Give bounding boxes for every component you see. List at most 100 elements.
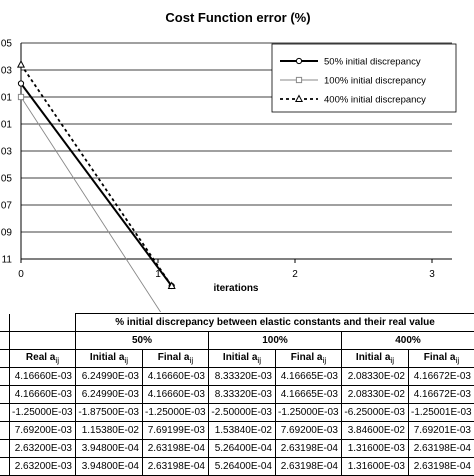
row-index-cell <box>0 386 10 404</box>
x-tick-label: 0 <box>18 269 24 280</box>
initial-value-cell: 5.26400E-04 <box>209 458 276 476</box>
final-value-cell: -1.25001E-03 <box>409 404 474 422</box>
y-tick-label: 03 <box>1 66 13 77</box>
row-index-cell <box>0 422 10 440</box>
final-value-cell: 2.63198E-04 <box>276 440 342 458</box>
final-value-cell: 4.16665E-03 <box>276 368 342 386</box>
y-tick-label: 05 <box>1 39 13 50</box>
final-value-cell: -1.25000E-03 <box>143 404 209 422</box>
table-corner <box>10 332 76 350</box>
final-value-cell: 4.16672E-03 <box>409 368 474 386</box>
data-point-triangle <box>18 61 24 67</box>
legend-entry: 100% initial discrepancy <box>324 76 426 87</box>
final-value-cell: 4.16665E-03 <box>276 386 342 404</box>
final-value-cell: 7.69199E-03 <box>143 422 209 440</box>
x-axis-label: iterations <box>213 283 258 294</box>
initial-value-cell: 2.08330E-02 <box>342 368 409 386</box>
values-table-container: % initial discrepancy between elastic co… <box>0 313 474 476</box>
group-50: 50% <box>76 332 209 350</box>
real-value-cell: 2.63200E-03 <box>10 458 76 476</box>
data-point-circle <box>296 58 301 63</box>
real-value-cell: 7.69200E-03 <box>10 422 76 440</box>
real-column-header: Real aij <box>10 350 76 368</box>
table-corner <box>10 314 76 332</box>
y-tick-label: 01 <box>1 120 13 131</box>
real-value-cell: 2.63200E-03 <box>10 440 76 458</box>
y-tick-label: 05 <box>1 174 13 185</box>
y-tick-label: 03 <box>1 147 13 158</box>
initial-value-cell: -2.50000E-03 <box>209 404 276 422</box>
final-column-header: Final aij <box>143 350 209 368</box>
initial-column-header: Initial aij <box>209 350 276 368</box>
final-column-header: Final aij <box>409 350 474 368</box>
initial-value-cell: 8.33320E-03 <box>209 386 276 404</box>
y-tick-label: 07 <box>1 201 13 212</box>
row-index-cell <box>0 458 10 476</box>
table-corner <box>0 332 10 350</box>
series-line <box>21 84 172 287</box>
initial-value-cell: -1.87500E-03 <box>76 404 143 422</box>
data-point-circle <box>18 81 23 86</box>
initial-value-cell: 1.31600E-03 <box>342 440 409 458</box>
legend-entry: 50% initial discrepancy <box>324 57 421 68</box>
x-tick-label: 3 <box>429 269 435 280</box>
data-point-square <box>18 94 23 99</box>
table-column-header-row: Real aij Initial aij Final aij Initial a… <box>0 350 474 368</box>
initial-value-cell: 1.53840E-02 <box>209 422 276 440</box>
initial-column-header: Initial aij <box>342 350 409 368</box>
final-column-header: Final aij <box>276 350 342 368</box>
initial-value-cell: 2.08330E-02 <box>342 386 409 404</box>
chart-title: Cost Function error (%) <box>165 10 310 25</box>
table-percent-row: 50% 100% 400% <box>0 332 474 350</box>
values-table: % initial discrepancy between elastic co… <box>0 313 474 476</box>
x-tick-label: 2 <box>292 269 298 280</box>
data-point-square <box>296 77 301 82</box>
legend-entry: 400% initial discrepancy <box>324 95 426 106</box>
final-value-cell: 4.16660E-03 <box>143 386 209 404</box>
table-group-header-row: % initial discrepancy between elastic co… <box>0 314 474 332</box>
real-value-cell: 4.16660E-03 <box>10 386 76 404</box>
initial-column-header: Initial aij <box>76 350 143 368</box>
initial-value-cell: 3.94800E-04 <box>76 440 143 458</box>
y-tick-label: 01 <box>1 93 13 104</box>
y-tick-labels: 05 03 01 01 03 05 07 09 11 <box>1 39 13 266</box>
initial-value-cell: -6.25000E-03 <box>342 404 409 422</box>
initial-value-cell: 8.33320E-03 <box>209 368 276 386</box>
group-header: % initial discrepancy between elastic co… <box>76 314 474 332</box>
final-value-cell: -1.25000E-03 <box>276 404 342 422</box>
cost-function-chart: Cost Function error (%) 0503010103050709… <box>0 0 474 312</box>
initial-value-cell: 6.24990E-03 <box>76 386 143 404</box>
table-corner <box>0 314 10 332</box>
final-value-cell: 2.63198E-04 <box>409 440 474 458</box>
final-value-cell: 2.63198E-04 <box>143 440 209 458</box>
y-tick-label: 11 <box>2 255 13 266</box>
group-400: 400% <box>342 332 474 350</box>
series-lines <box>18 61 175 312</box>
y-tick-label: 09 <box>1 228 13 239</box>
final-value-cell: 7.69200E-03 <box>276 422 342 440</box>
initial-value-cell: 6.24990E-03 <box>76 368 143 386</box>
final-value-cell: 4.16672E-03 <box>409 386 474 404</box>
real-value-cell: 4.16660E-03 <box>10 368 76 386</box>
series-line <box>21 65 172 286</box>
real-value-cell: -1.25000E-03 <box>10 404 76 422</box>
final-value-cell: 7.69201E-03 <box>409 422 474 440</box>
group-100: 100% <box>209 332 342 350</box>
initial-value-cell: 1.31600E-03 <box>342 458 409 476</box>
final-value-cell: 4.16660E-03 <box>143 368 209 386</box>
initial-value-cell: 3.94800E-04 <box>76 458 143 476</box>
row-index-cell <box>0 440 10 458</box>
initial-value-cell: 1.15380E-02 <box>76 422 143 440</box>
final-value-cell: 2.63198E-04 <box>143 458 209 476</box>
initial-value-cell: 5.26400E-04 <box>209 440 276 458</box>
legend: 50% initial discrepancy 100% initial disc… <box>272 44 456 112</box>
initial-value-cell: 3.84600E-02 <box>342 422 409 440</box>
final-value-cell: 2.63198E-04 <box>276 458 342 476</box>
